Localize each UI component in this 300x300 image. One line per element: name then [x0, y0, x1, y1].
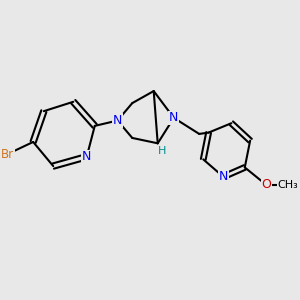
Text: N: N — [113, 114, 122, 127]
Text: H: H — [158, 146, 166, 156]
Text: N: N — [169, 111, 178, 124]
Text: CH₃: CH₃ — [277, 180, 298, 190]
Text: N: N — [82, 150, 92, 163]
Text: O: O — [261, 178, 271, 191]
Text: N: N — [219, 170, 228, 183]
Text: Br: Br — [1, 148, 14, 160]
